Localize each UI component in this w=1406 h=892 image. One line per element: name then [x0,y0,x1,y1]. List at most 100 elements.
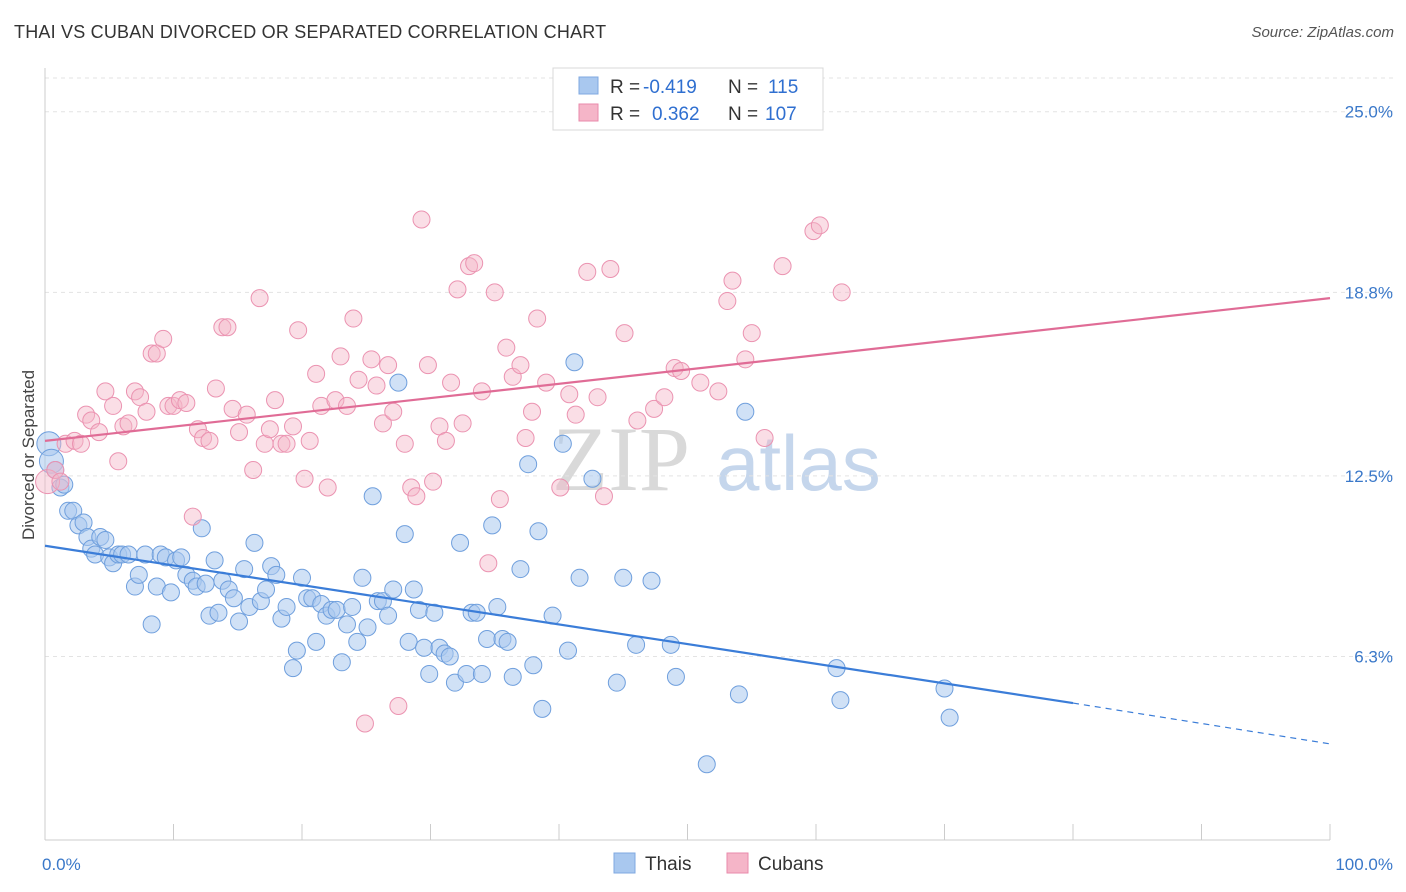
cubans-point [230,423,249,442]
cubans-point [436,431,455,450]
cubans-point [773,257,792,276]
cubans-point [755,428,774,447]
legend-n-label-thais: N = [728,77,758,98]
thais-trend-extension [1072,702,1331,745]
cubans-point [272,434,291,453]
thais-point [348,632,367,651]
thais-point [245,533,264,552]
legend-bottom-label-cubans: Cubans [758,854,824,875]
cubans-point [465,254,484,273]
thais-trend-line [44,544,1074,705]
cubans-point [266,391,285,410]
cubans-point [389,696,408,715]
cubans-point [448,280,467,299]
thais-point [327,600,346,619]
thais-point [583,469,602,488]
thais-point [363,487,382,506]
cubans-point [407,487,426,506]
cubans-point [723,271,742,290]
cubans-point [355,714,374,733]
legend-r-label-thais: R = [610,77,640,98]
cubans-point [384,402,403,421]
cubans-point [537,373,556,392]
thais-point [235,560,254,579]
cubans-point [237,405,256,424]
cubans-point [516,428,535,447]
cubans-point [442,373,461,392]
thais-point [284,659,303,678]
thais-point [558,641,577,660]
thais-point [129,565,148,584]
cubans-point [114,417,133,436]
cubans-point [560,385,579,404]
thais-point [415,638,434,657]
thais-point [729,685,748,704]
cubans-point [418,356,437,375]
thais-point [498,632,517,651]
cubans-point [655,388,674,407]
thais-point [209,603,228,622]
legend-top: R = -0.419 N = 115 R = 0.362 N = 107 [552,67,824,131]
cubans-point [244,461,263,480]
cubans-point [373,414,392,433]
thais-point [293,568,311,587]
cubans-point [51,472,70,491]
chart-title: THAI VS CUBAN DIVORCED OR SEPARATED CORR… [14,22,607,42]
cubans-point [284,417,303,436]
cubans-point [77,405,96,424]
watermark-zip: ZIP [552,408,690,510]
thais-point [607,673,626,692]
thais-point [478,629,497,648]
thais-point [142,615,161,634]
trend-lines [44,297,1331,745]
cubans-point [497,338,516,357]
thais-point [307,632,326,651]
cubans-point [119,414,138,433]
thais-point [205,551,224,570]
thais-point [353,568,372,587]
thais-point [529,522,548,541]
thais-point [736,402,755,421]
thais-point [399,632,418,651]
y-tick-label: 12.5% [1345,467,1393,486]
legend-n-value-thais: 115 [768,77,798,98]
cubans-point [736,350,755,369]
cubans-point [318,478,337,497]
cubans-point [109,452,128,471]
cubans-point [307,364,326,383]
source-label: Source: ZipAtlas.com [1251,24,1394,41]
cubans-point [142,344,161,363]
legend-r-value-thais: -0.419 [643,77,697,98]
cubans-point [528,309,547,328]
cubans-point [379,356,398,375]
thais-point [503,667,522,686]
watermark-atlas: atlas [716,419,881,507]
cubans-point [96,382,115,401]
cubans-point [200,431,219,450]
cubans-point [344,309,363,328]
thais-point [161,583,180,602]
cubans-point [742,324,761,343]
cubans-point [412,210,431,229]
cubans-point [485,283,504,302]
legend-bottom: Thais Cubans [613,852,824,875]
cubans-point [718,292,737,311]
thais-points [36,353,959,774]
cubans-point [206,379,225,398]
y-tick-label: 6.3% [1354,647,1393,666]
x-tick-label-min: 0.0% [42,855,81,874]
thais-point [488,597,507,616]
thais-point [472,664,491,683]
cubans-point [362,350,381,369]
thais-point [343,597,362,616]
cubans-point [295,469,314,488]
x-axis-ticks [44,824,1331,840]
cubans-point [289,321,308,340]
cubans-point [218,318,237,337]
thais-point [224,589,243,608]
legend-swatch-cubans [578,103,599,122]
thais-point [642,571,661,590]
cubans-point [551,478,570,497]
legend-swatch-thais [578,76,599,95]
